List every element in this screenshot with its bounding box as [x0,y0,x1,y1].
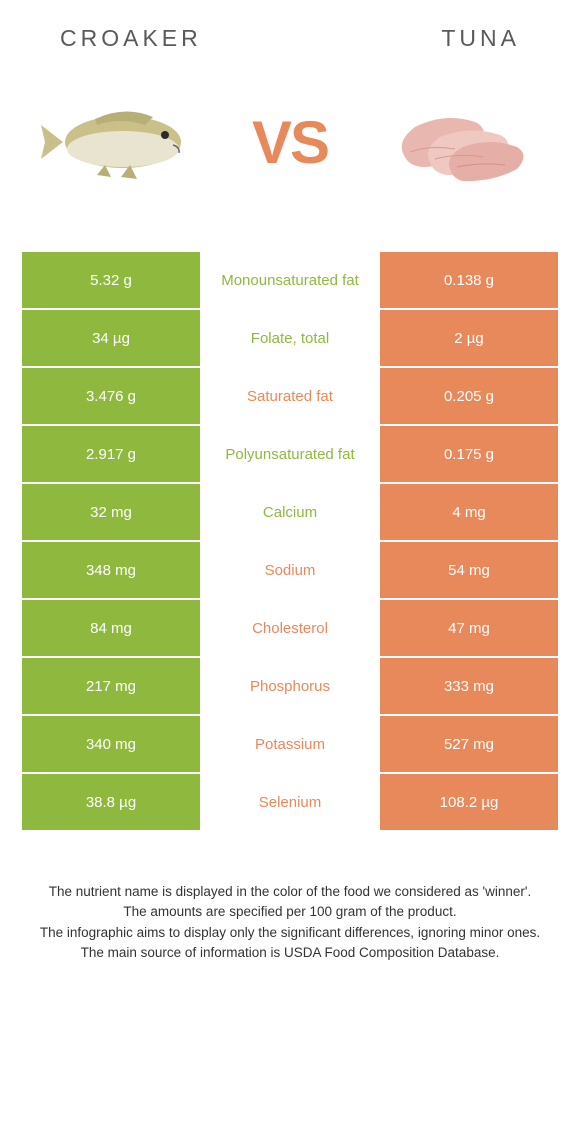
nutrient-name: Selenium [200,774,380,830]
tuna-value: 108.2 µg [380,774,558,830]
croaker-value: 2.917 g [22,426,200,482]
croaker-value: 340 mg [22,716,200,772]
nutrient-row: 38.8 µgSelenium108.2 µg [22,774,558,832]
croaker-value: 38.8 µg [22,774,200,830]
nutrient-row: 84 mgCholesterol47 mg [22,600,558,658]
tuna-value: 54 mg [380,542,558,598]
tuna-value: 0.175 g [380,426,558,482]
tuna-value: 0.138 g [380,252,558,308]
nutrient-row: 217 mgPhosphorus333 mg [22,658,558,716]
tuna-value: 2 µg [380,310,558,366]
croaker-value: 3.476 g [22,368,200,424]
croaker-value: 5.32 g [22,252,200,308]
tuna-meat-icon [375,87,545,197]
tuna-value: 527 mg [380,716,558,772]
food-title-left: CROAKER [60,25,202,52]
images-row: VS [0,67,580,237]
croaker-value: 348 mg [22,542,200,598]
tuna-value: 333 mg [380,658,558,714]
nutrient-table: 5.32 gMonounsaturated fat0.138 g34 µgFol… [22,252,558,832]
nutrient-row: 348 mgSodium54 mg [22,542,558,600]
footnote-line: The amounts are specified per 100 gram o… [30,902,550,922]
nutrient-row: 2.917 gPolyunsaturated fat0.175 g [22,426,558,484]
tuna-value: 47 mg [380,600,558,656]
nutrient-name: Folate, total [200,310,380,366]
nutrient-name: Monounsaturated fat [200,252,380,308]
nutrient-row: 34 µgFolate, total2 µg [22,310,558,368]
tuna-value: 4 mg [380,484,558,540]
nutrient-name: Saturated fat [200,368,380,424]
nutrient-row: 3.476 gSaturated fat0.205 g [22,368,558,426]
croaker-value: 84 mg [22,600,200,656]
croaker-image [30,77,210,207]
footnote-line: The infographic aims to display only the… [30,923,550,943]
nutrient-row: 5.32 gMonounsaturated fat0.138 g [22,252,558,310]
nutrient-name: Phosphorus [200,658,380,714]
vs-label: VS [252,108,328,177]
fish-icon [35,87,205,197]
nutrient-name: Sodium [200,542,380,598]
nutrient-row: 340 mgPotassium527 mg [22,716,558,774]
croaker-value: 34 µg [22,310,200,366]
tuna-value: 0.205 g [380,368,558,424]
nutrient-name: Potassium [200,716,380,772]
header: CROAKER TUNA [0,0,580,67]
nutrient-name: Cholesterol [200,600,380,656]
croaker-value: 32 mg [22,484,200,540]
croaker-value: 217 mg [22,658,200,714]
footnote-line: The main source of information is USDA F… [30,943,550,963]
footnote-line: The nutrient name is displayed in the co… [30,882,550,902]
nutrient-name: Calcium [200,484,380,540]
food-title-right: TUNA [441,25,520,52]
tuna-image [370,77,550,207]
nutrient-name: Polyunsaturated fat [200,426,380,482]
nutrient-row: 32 mgCalcium4 mg [22,484,558,542]
footnotes: The nutrient name is displayed in the co… [0,832,580,963]
